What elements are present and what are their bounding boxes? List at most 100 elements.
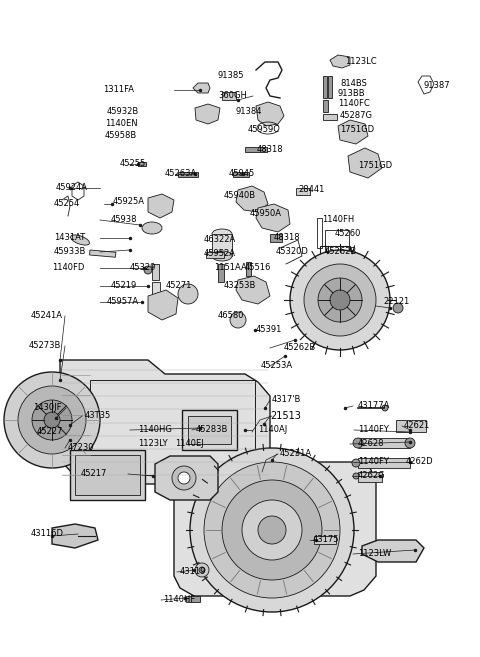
Text: 1140FD: 1140FD [52,263,84,273]
Polygon shape [256,102,284,126]
Bar [212,234,232,256]
Circle shape [230,312,246,328]
Circle shape [178,284,198,304]
Text: 45227: 45227 [37,428,63,436]
Circle shape [290,250,390,350]
Polygon shape [52,524,98,548]
Text: 1751GD: 1751GD [358,160,392,170]
Text: 43177A: 43177A [358,401,390,411]
Bar [152,264,159,280]
Bar [296,188,310,195]
Text: 45262B: 45262B [284,344,316,353]
Ellipse shape [212,229,232,239]
Text: 21513: 21513 [270,411,301,421]
Polygon shape [155,456,218,500]
Text: 1140HF: 1140HF [163,595,195,604]
Text: 1140EJ: 1140EJ [175,440,204,449]
Circle shape [382,405,388,411]
Polygon shape [174,444,376,596]
Text: 1140FH: 1140FH [322,215,354,225]
Bar [323,114,337,120]
Text: 46322A: 46322A [204,235,236,244]
Polygon shape [330,55,350,68]
Bar [358,438,410,448]
Circle shape [258,516,286,544]
Text: 28441: 28441 [298,185,324,194]
Text: 45391: 45391 [256,325,282,334]
Ellipse shape [71,235,89,245]
Bar [206,252,224,258]
Circle shape [353,438,363,448]
Bar [325,230,349,258]
Circle shape [44,412,60,428]
Text: 814BS: 814BS [340,79,367,89]
Bar [270,234,282,242]
Text: 45271: 45271 [166,281,192,290]
Text: 45287G: 45287G [340,112,373,120]
Text: 1311FA: 1311FA [103,85,134,95]
Text: 45958B: 45958B [105,131,137,141]
Text: 1123LW: 1123LW [358,549,391,558]
Text: 43T35: 43T35 [85,411,111,420]
Bar [182,410,237,450]
Text: 45320D: 45320D [276,248,309,256]
Text: 42628: 42628 [358,440,384,449]
Text: 45253A: 45253A [261,361,293,371]
Text: 45932B: 45932B [107,108,139,116]
Polygon shape [348,148,382,178]
Circle shape [393,303,403,313]
Text: 1140AJ: 1140AJ [258,426,287,434]
Bar [396,420,426,432]
Bar [186,596,200,602]
Circle shape [32,400,72,440]
Text: 22121: 22121 [383,298,409,307]
Circle shape [190,448,354,612]
Text: 45516: 45516 [245,263,271,273]
Text: 45219: 45219 [111,281,137,290]
Text: 45938: 45938 [111,215,137,225]
Bar [358,458,410,468]
Text: 1140FC: 1140FC [338,99,370,108]
Text: 46580: 46580 [218,311,244,321]
Circle shape [330,290,350,310]
Polygon shape [236,276,270,304]
Bar [222,92,236,100]
Text: 91384: 91384 [235,108,262,116]
Text: 45241A: 45241A [31,311,63,321]
Text: 45952A: 45952A [204,250,236,258]
Text: 45945: 45945 [229,170,255,179]
Text: 1140FY: 1140FY [358,426,389,434]
Polygon shape [148,194,174,218]
Text: 91385: 91385 [218,72,244,81]
Bar [178,172,198,177]
Circle shape [144,266,152,274]
Bar [152,282,160,300]
Text: 48318: 48318 [257,145,284,154]
Text: 45957A: 45957A [107,298,139,307]
Circle shape [353,473,359,479]
Bar [314,536,336,544]
Polygon shape [193,83,210,93]
Ellipse shape [142,222,162,234]
Circle shape [242,500,302,560]
Circle shape [405,438,415,448]
Text: 4262G: 4262G [358,472,385,480]
Text: 45262B: 45262B [325,248,357,256]
Bar [317,218,322,248]
Bar [320,246,350,280]
Text: 45273B: 45273B [29,342,61,350]
Text: 1430JF: 1430JF [33,403,61,413]
Text: 45940B: 45940B [224,191,256,200]
Text: 42621: 42621 [404,422,431,430]
Text: 45263A: 45263A [165,170,197,179]
Bar [323,100,328,112]
Circle shape [304,264,376,336]
Text: 45254: 45254 [54,200,80,208]
Text: 1431AT: 1431AT [54,233,85,242]
Circle shape [222,480,322,580]
Text: 913BB: 913BB [338,89,366,99]
Text: 45217: 45217 [81,470,108,478]
Bar [246,262,251,276]
Text: 43175: 43175 [313,535,339,545]
Circle shape [199,567,205,573]
